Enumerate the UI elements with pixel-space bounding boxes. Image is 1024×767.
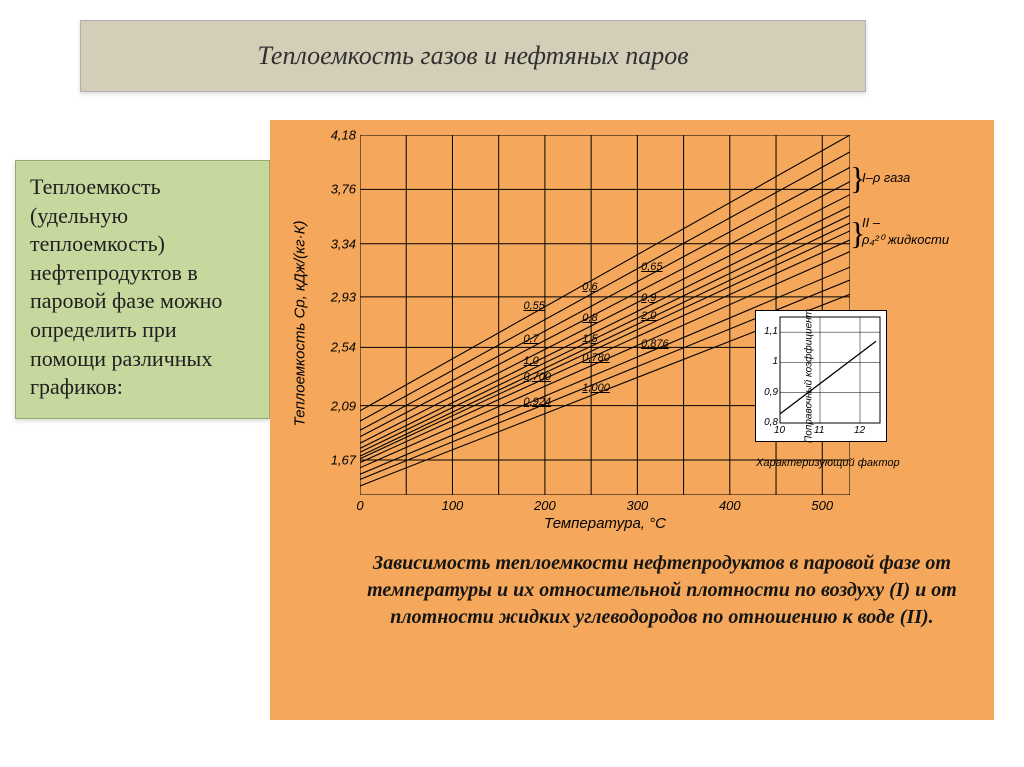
inset-y-label: Поправочный коэффициент: [803, 309, 814, 443]
x-axis-label: Температура, °С: [360, 515, 850, 532]
y-tick: 2,54: [331, 340, 356, 355]
x-tick: 200: [534, 498, 556, 513]
y-ticks: 1,672,092,542,933,343,764,18: [320, 135, 356, 495]
page-title: Теплоемкость газов и нефтяных паров: [257, 41, 688, 71]
series-label: 0,924: [524, 396, 552, 408]
series-label: 1,5: [582, 333, 597, 345]
inset-x-tick: 10: [774, 425, 785, 436]
y-tick: 1,67: [331, 453, 356, 468]
x-tick: 500: [811, 498, 833, 513]
series-label: 0,65: [641, 261, 662, 273]
x-tick: 300: [626, 498, 648, 513]
group2-label-a: II –: [862, 215, 880, 230]
figure-panel: Теплоемкость Сp, кДж/(кг·К) Температура,…: [270, 120, 994, 720]
y-axis-label: Теплоемкость Сp, кДж/(кг·К): [292, 221, 309, 427]
series-label: 0,7: [524, 333, 539, 345]
y-tick: 4,18: [331, 128, 356, 143]
inset-y-tick: 1,1: [764, 326, 778, 337]
inset-x-tick: 11: [814, 425, 824, 436]
series-label: 1,000: [582, 382, 610, 394]
series-label: 0,6: [582, 281, 597, 293]
title-bar: Теплоемкость газов и нефтяных паров: [80, 20, 866, 92]
series-label: 0,780: [582, 352, 610, 364]
inset-y-tick: 1: [772, 356, 778, 367]
inset-y-tick: 0,9: [764, 387, 778, 398]
inset-x-label: Характеризующий фактор: [756, 457, 886, 469]
series-label: 0,8: [582, 312, 597, 324]
y-tick: 3,76: [331, 182, 356, 197]
series-label: 0,700: [524, 371, 552, 383]
figure-caption: Зависимость теплоемкости нефтепродуктов …: [350, 550, 974, 631]
inset-chart: Поправочный коэффициент Характеризующий …: [755, 310, 887, 442]
x-tick: 400: [719, 498, 741, 513]
series-label: 0,876: [641, 338, 669, 350]
series-label: 1,0: [524, 355, 539, 367]
x-tick: 100: [442, 498, 464, 513]
sidebar-text-box: Теплоемкость (удельную теплоемкость) неф…: [15, 160, 270, 419]
series-label: 0,9: [641, 292, 656, 304]
series-label: 2,0: [641, 310, 656, 322]
series-label: 0,55: [524, 300, 545, 312]
y-tick: 3,34: [331, 236, 356, 251]
group2-label-b: ρ₄²⁰ жидкости: [862, 232, 949, 248]
y-tick: 2,09: [331, 398, 356, 413]
inset-x-tick: 12: [854, 425, 865, 436]
x-tick: 0: [356, 498, 363, 513]
y-tick: 2,93: [331, 289, 356, 304]
x-ticks: 0100200300400500: [360, 498, 850, 516]
group1-label: I–ρ газа: [862, 170, 910, 185]
sidebar-text: Теплоемкость (удельную теплоемкость) неф…: [30, 174, 222, 399]
